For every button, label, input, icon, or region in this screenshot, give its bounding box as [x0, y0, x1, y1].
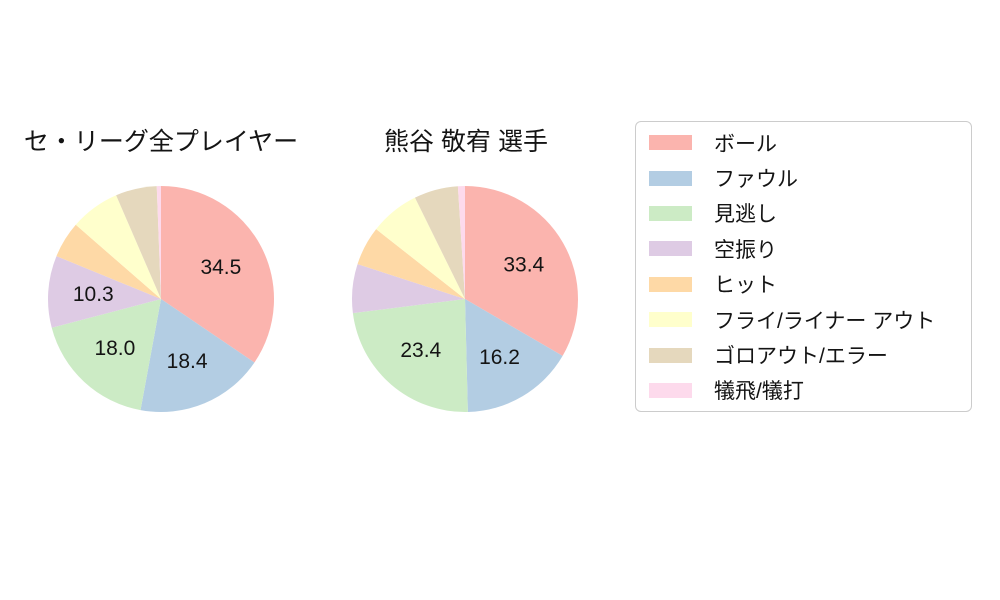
legend-label: ボール: [714, 132, 777, 156]
pie-slice-2: [51, 299, 162, 411]
legend-label: ファウル: [714, 168, 798, 192]
legend-swatch-icon: [649, 276, 692, 292]
pie-percentage-label: 34.5: [200, 256, 241, 279]
pie-percentage-label: 16.2: [479, 346, 520, 369]
pie-percentage-label: 18.4: [167, 350, 208, 373]
legend-item-7: 犠飛/犠打: [649, 373, 971, 408]
pie-slice-4: [357, 229, 465, 299]
pie-slice-0: [465, 186, 578, 356]
legend-label: フライ/ライナー アウト: [714, 309, 936, 333]
legend-item-0: ボール: [649, 125, 971, 160]
pie-slice-7: [457, 185, 465, 299]
pie-chart-league: 34.5 18.4 18.0 10.3: [48, 186, 275, 413]
legend-swatch-icon: [649, 241, 692, 257]
pie-title-player: 熊谷 敬宥 選手: [384, 128, 548, 156]
pie-percentage-label: 23.4: [400, 339, 441, 362]
pie-percentage-label: 18.0: [94, 337, 135, 360]
pie-slice-3: [351, 264, 465, 314]
pie-slice-2: [352, 299, 468, 412]
pie-slice-6: [116, 186, 161, 299]
pie-slice-3: [48, 256, 161, 328]
pie-title-league: セ・リーグ全プレイヤー: [23, 128, 299, 156]
legend-swatch-icon: [649, 347, 692, 363]
pie-slice-5: [75, 195, 161, 299]
pie-slice-0: [161, 186, 275, 363]
pie-slice-1: [140, 299, 255, 413]
pie-slice-6: [414, 186, 465, 299]
legend-item-4: ヒット: [649, 267, 971, 302]
legend-swatch-icon: [649, 135, 692, 151]
pie-slice-7: [156, 186, 161, 299]
legend-swatch-icon: [649, 205, 692, 221]
legend: ボールファウル見逃し空振りヒットフライ/ライナー アウト ゴロアウト/エラー 犠飛/…: [635, 121, 972, 412]
legend-swatch-icon: [649, 170, 692, 186]
legend-item-5: フライ/ライナー アウト: [649, 302, 971, 337]
pie-chart-player: 33.4 16.2 23.4: [351, 185, 578, 412]
legend-label: ヒット: [714, 274, 777, 298]
pie-slice-5: [376, 197, 465, 299]
legend-item-3: 空振り: [649, 231, 971, 266]
legend-item-2: 見逃し: [649, 196, 971, 231]
legend-swatch-icon: [649, 312, 692, 328]
pie-slice-1: [465, 299, 563, 412]
legend-label: ゴロアウト/エラー: [714, 345, 888, 369]
legend-label: 見逃し: [714, 203, 777, 227]
legend-swatch-icon: [649, 382, 692, 398]
legend-label: 空振り: [714, 238, 777, 262]
legend-item-1: ファウル: [649, 160, 971, 195]
legend-label: 犠飛/犠打: [714, 380, 804, 404]
pie-slice-4: [56, 224, 161, 299]
pie-percentage-label: 10.3: [73, 283, 114, 306]
legend-item-6: ゴロアウト/エラー: [649, 337, 971, 372]
pie-percentage-label: 33.4: [503, 254, 544, 277]
